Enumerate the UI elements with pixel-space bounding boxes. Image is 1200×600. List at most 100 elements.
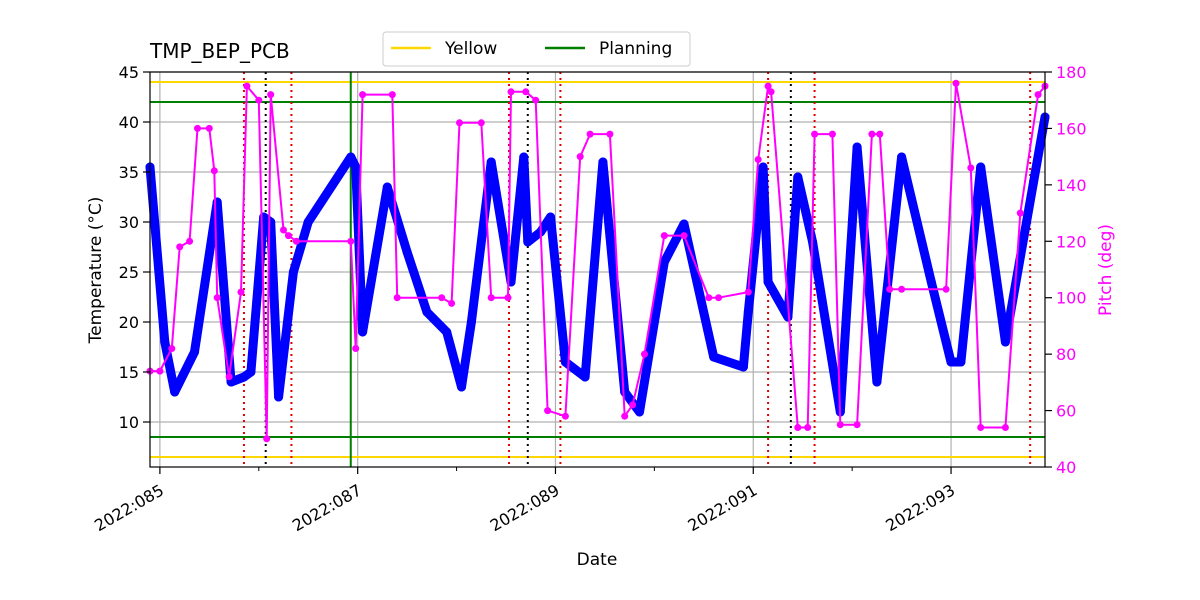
temperature-point	[620, 387, 630, 397]
y-tick-label: 25	[119, 263, 139, 282]
temperature-point	[635, 407, 644, 417]
y2-tick-label: 40	[1056, 458, 1076, 477]
pitch-point	[898, 285, 906, 293]
pitch-point	[715, 294, 723, 302]
chart-title: TMP_BEP_PCB	[149, 39, 290, 63]
pitch-point	[487, 294, 495, 302]
temperature-point	[926, 277, 936, 287]
pitch-point	[836, 421, 844, 429]
temperature-point	[457, 382, 466, 392]
y2-tick-label: 80	[1056, 345, 1076, 364]
x-axis-title: Date	[577, 550, 618, 570]
y-tick-label: 20	[119, 313, 139, 332]
pitch-point	[1034, 91, 1042, 99]
temperature-point	[946, 357, 956, 367]
pitch-point	[225, 373, 233, 381]
pitch-point	[952, 79, 960, 87]
pitch-point	[606, 130, 614, 138]
x-tick-label: 2022:091	[685, 480, 761, 535]
y2-tick-label: 140	[1056, 176, 1087, 195]
y-tick-label: 40	[119, 113, 139, 132]
y-tick-label: 35	[119, 163, 139, 182]
temperature-point	[190, 347, 199, 357]
pitch-point	[156, 367, 164, 375]
temperature-point	[897, 152, 907, 162]
pitch-point	[576, 153, 584, 161]
y-tick-label: 10	[119, 413, 139, 432]
pitch-point	[186, 237, 194, 245]
temperature-point	[266, 217, 276, 227]
y-tick-label: 15	[119, 363, 139, 382]
pitch-point	[1016, 209, 1024, 217]
pitch-point	[255, 96, 263, 104]
temperature-point	[303, 217, 313, 227]
pitch-point	[243, 82, 251, 90]
pitch-point	[285, 232, 292, 240]
event-lines-layer	[242, 72, 1032, 467]
x-tick-label: 2022:087	[289, 480, 365, 535]
temperature-point	[346, 152, 356, 162]
pitch-point	[393, 294, 401, 302]
temperature-point	[486, 157, 496, 167]
temperature-series-line	[145, 112, 1050, 417]
legend-label-yellow: Yellow	[444, 39, 497, 59]
y2-tick-label: 120	[1056, 232, 1087, 251]
pitch-point	[438, 294, 446, 302]
pitch-point	[744, 288, 752, 296]
x-tick-label: 2022:093	[882, 480, 958, 535]
temperature-point	[679, 219, 689, 229]
pitch-point	[705, 294, 713, 302]
pitch-point	[680, 232, 688, 240]
pitch-point	[388, 91, 396, 99]
temperature-point	[763, 277, 773, 287]
pitch-point	[267, 91, 275, 99]
pitch-point	[456, 119, 463, 127]
temperature-point	[402, 247, 412, 257]
temperature-point	[758, 162, 768, 172]
pitch-point	[544, 407, 552, 415]
temperature-point	[422, 307, 432, 317]
y-tick-label: 30	[119, 213, 139, 232]
pitch-point	[942, 285, 950, 293]
temperature-point	[442, 327, 452, 337]
pitch-point	[352, 345, 360, 352]
pitch-point	[767, 88, 775, 96]
legend: Yellow Planning	[382, 31, 691, 67]
pitch-point	[1001, 424, 1009, 431]
y-tick-label: 45	[119, 63, 139, 82]
temperature-point	[351, 162, 361, 172]
pitch-point	[168, 345, 176, 352]
pitch-point	[176, 243, 184, 251]
pitch-point	[853, 421, 861, 429]
pitch-point	[507, 88, 515, 96]
pitch-point	[660, 232, 668, 240]
temperature-point	[852, 142, 862, 152]
pitch-point	[561, 412, 569, 420]
pitch-point	[359, 91, 367, 99]
y2-tick-label: 180	[1056, 63, 1087, 82]
temperature-point	[793, 172, 803, 182]
temperature-point	[546, 212, 555, 222]
temperature-point	[358, 327, 368, 337]
temperature-point	[872, 377, 882, 387]
pitch-point	[794, 424, 802, 431]
temperature-point	[956, 357, 966, 367]
x-tick-label: 2022:085	[91, 480, 167, 535]
pitch-point	[886, 285, 894, 293]
temperature-point	[288, 267, 298, 277]
pitch-point	[263, 435, 271, 443]
pitch-point	[210, 167, 218, 175]
pitch-point	[828, 130, 836, 138]
temperature-point	[523, 237, 533, 247]
temperature-point	[1000, 337, 1010, 347]
temperature-point	[519, 152, 529, 162]
y-axis-title: Temperature (°C)	[86, 197, 106, 345]
x-tick-label: 2022:089	[487, 480, 563, 535]
pitch-point	[522, 88, 530, 96]
pitch-point	[621, 412, 629, 420]
pitch-point	[504, 294, 512, 302]
limit-lines-layer	[150, 81, 1045, 458]
pitch-point	[804, 424, 812, 431]
plot-frame	[149, 71, 1046, 468]
